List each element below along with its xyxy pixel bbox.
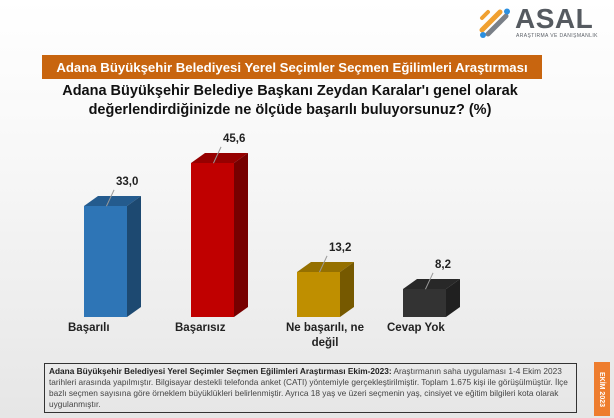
question-line-2: değerlendirdiğinizde ne ölçüde başarılı … [88,102,492,118]
date-tab: EKİM 2023 [594,362,610,416]
bar-front [191,163,234,317]
value-label: 33,0 [116,176,139,188]
question-line-1: Adana Büyükşehir Belediye Başkanı Zeydan… [62,83,518,99]
category-label: Başarısız [175,321,265,336]
bar-top [297,262,354,272]
bar-top [403,279,460,289]
category-line-1: Ne başarılı, ne [286,322,364,334]
bar-3 [403,279,460,317]
category-line-1: Başarılı [68,322,110,334]
chart-question: Adana Büyükşehir Belediye Başkanı Zeydan… [40,82,540,120]
value-label: 8,2 [435,259,451,271]
logo-wordmark: ASAL [515,3,594,34]
bar-front [297,272,340,317]
logo-subtitle: ARAŞTIRMA VE DANIŞMANLIK [516,33,598,39]
bar-top [84,196,141,206]
asal-logo: ASAL ARAŞTIRMA VE DANIŞMANLIK [478,3,608,42]
bar-side [340,262,354,317]
category-label: Başarılı [68,321,158,336]
bar-front [403,289,446,317]
value-label: 45,6 [223,133,246,145]
bar-front [84,206,127,317]
category-label: Ne başarılı, ne değil [270,321,380,351]
bar-2 [297,262,354,317]
category-line-1: Başarısız [175,322,226,334]
note-title: Adana Büyükşehir Belediyesi Yerel Seçiml… [49,366,392,376]
value-label: 13,2 [329,242,352,254]
note-text: Araştırmanın saha uygulaması 1-4 Ekim 20… [49,366,568,409]
survey-title-banner: Adana Büyükşehir Belediyesi Yerel Seçiml… [42,55,542,79]
bar-side [234,153,248,317]
category-line-2: değil [311,337,339,349]
category-line-1: Cevap Yok [387,322,445,334]
bar-side [127,196,141,317]
bar-top [191,153,248,163]
bar-1 [191,153,248,317]
asal-logo-icon [479,8,510,38]
date-tab-label: EKİM 2023 [598,371,606,407]
bar-0 [84,196,141,317]
methodology-note: Adana Büyükşehir Belediyesi Yerel Seçiml… [44,363,577,413]
category-label: Cevap Yok [387,321,477,336]
bar-side [446,279,460,317]
